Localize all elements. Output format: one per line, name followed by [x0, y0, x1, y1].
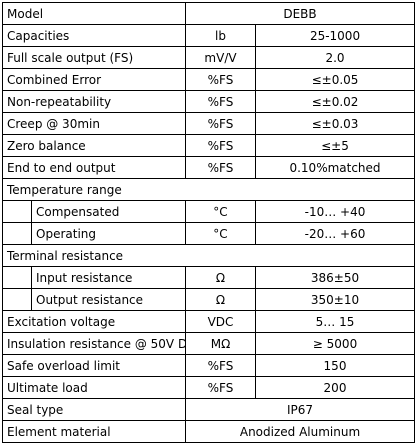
value-creep: ≤±0.03 [254, 112, 416, 135]
param-fso: Full scale output (FS) [2, 46, 186, 69]
value-capacities: 25-1000 [254, 24, 416, 47]
value-safe-overload: 150 [254, 354, 416, 377]
table-row: Zero balance %FS ≤±5 [2, 134, 416, 157]
table-row: Ultimate load %FS 200 [2, 376, 416, 399]
value-input-resistance: 386±50 [254, 266, 416, 289]
unit-output-resistance: Ω [185, 288, 256, 311]
indent-cell [2, 222, 32, 245]
table-row: Insulation resistance @ 50V DC MΩ ≥ 5000 [2, 332, 416, 355]
param-end-to-end: End to end output [2, 156, 186, 179]
unit-combined-error: %FS [185, 68, 256, 91]
unit-zero-balance: %FS [185, 134, 256, 157]
param-combined-error: Combined Error [2, 68, 186, 91]
param-creep: Creep @ 30min [2, 112, 186, 135]
value-model: DEBB [184, 2, 416, 25]
section-terminal-resistance: Terminal resistance [1, 244, 416, 267]
unit-ultimate-load: %FS [185, 376, 256, 399]
table-row: Compensated °C -10… +40 [2, 200, 416, 223]
specification-table: Model DEBB Capacities lb 25-1000 Full sc… [1, 2, 416, 443]
value-fso: 2.0 [254, 46, 416, 69]
unit-fso: mV/V [185, 46, 256, 69]
table-row: Excitation voltage VDC 5… 15 [2, 310, 416, 333]
unit-input-resistance: Ω [185, 266, 256, 289]
unit-non-repeatability: %FS [185, 90, 256, 113]
value-zero-balance: ≤±5 [254, 134, 416, 157]
value-non-repeatability: ≤±0.02 [254, 90, 416, 113]
unit-excitation: VDC [185, 310, 256, 333]
param-non-repeatability: Non-repeatability [2, 90, 186, 113]
value-seal-type: IP67 [184, 398, 416, 421]
unit-compensated: °C [185, 200, 256, 223]
table-row: Combined Error %FS ≤±0.05 [2, 68, 416, 91]
param-excitation: Excitation voltage [2, 310, 186, 333]
unit-capacities: lb [185, 24, 256, 47]
unit-insulation: MΩ [185, 332, 256, 355]
param-element-material: Element material [2, 420, 186, 443]
param-seal-type: Seal type [2, 398, 186, 421]
value-combined-error: ≤±0.05 [254, 68, 416, 91]
table-row: End to end output %FS 0.10%matched [2, 156, 416, 179]
table-row: Temperature range [1, 178, 416, 201]
param-output-resistance: Output resistance [31, 288, 186, 311]
param-operating: Operating [31, 222, 186, 245]
table-row: Terminal resistance [1, 244, 416, 267]
table-row: Element material Anodized Aluminum [2, 420, 416, 443]
indent-cell [2, 200, 32, 223]
param-insulation: Insulation resistance @ 50V DC [2, 332, 186, 355]
table-row: Seal type IP67 [2, 398, 416, 421]
table-row: Output resistance Ω 350±10 [2, 288, 416, 311]
param-capacities: Capacities [2, 24, 186, 47]
value-insulation: ≥ 5000 [254, 332, 416, 355]
unit-end-to-end: %FS [185, 156, 256, 179]
value-excitation: 5… 15 [254, 310, 416, 333]
value-ultimate-load: 200 [254, 376, 416, 399]
indent-cell [2, 266, 32, 289]
table-row: Model DEBB [2, 2, 416, 25]
value-operating: -20… +60 [254, 222, 416, 245]
param-safe-overload: Safe overload limit [2, 354, 186, 377]
param-input-resistance: Input resistance [31, 266, 186, 289]
indent-cell [2, 288, 32, 311]
unit-safe-overload: %FS [185, 354, 256, 377]
table-row: Safe overload limit %FS 150 [2, 354, 416, 377]
value-end-to-end: 0.10%matched [254, 156, 416, 179]
value-compensated: -10… +40 [254, 200, 416, 223]
section-temperature-range: Temperature range [1, 178, 416, 201]
param-compensated: Compensated [31, 200, 186, 223]
table-row: Non-repeatability %FS ≤±0.02 [2, 90, 416, 113]
unit-creep: %FS [185, 112, 256, 135]
value-element-material: Anodized Aluminum [184, 420, 416, 443]
table-row: Input resistance Ω 386±50 [2, 266, 416, 289]
table-row: Capacities lb 25-1000 [2, 24, 416, 47]
table-row: Operating °C -20… +60 [2, 222, 416, 245]
param-model: Model [2, 2, 186, 25]
table-row: Full scale output (FS) mV/V 2.0 [2, 46, 416, 69]
value-output-resistance: 350±10 [254, 288, 416, 311]
unit-operating: °C [185, 222, 256, 245]
param-zero-balance: Zero balance [2, 134, 186, 157]
table-row: Creep @ 30min %FS ≤±0.03 [2, 112, 416, 135]
param-ultimate-load: Ultimate load [2, 376, 186, 399]
